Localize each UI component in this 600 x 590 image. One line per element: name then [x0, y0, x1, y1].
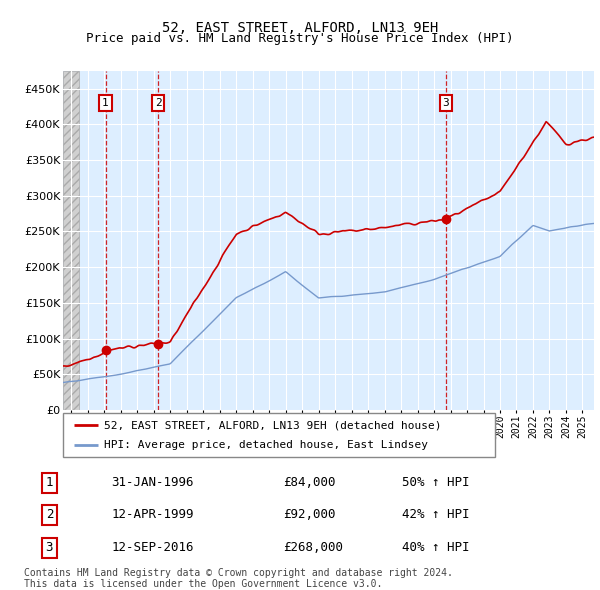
Text: 40% ↑ HPI: 40% ↑ HPI [402, 542, 469, 555]
FancyBboxPatch shape [63, 413, 495, 457]
Text: 3: 3 [46, 542, 53, 555]
Text: HPI: Average price, detached house, East Lindsey: HPI: Average price, detached house, East… [104, 440, 428, 450]
Text: 42% ↑ HPI: 42% ↑ HPI [402, 508, 469, 521]
Text: £268,000: £268,000 [283, 542, 343, 555]
Text: 2: 2 [155, 98, 161, 108]
Text: 52, EAST STREET, ALFORD, LN13 9EH: 52, EAST STREET, ALFORD, LN13 9EH [162, 21, 438, 35]
Text: £92,000: £92,000 [283, 508, 336, 521]
Text: 12-APR-1999: 12-APR-1999 [112, 508, 194, 521]
Text: 50% ↑ HPI: 50% ↑ HPI [402, 476, 469, 489]
Text: 1: 1 [102, 98, 109, 108]
Text: 1: 1 [46, 476, 53, 489]
Text: £84,000: £84,000 [283, 476, 336, 489]
Text: 52, EAST STREET, ALFORD, LN13 9EH (detached house): 52, EAST STREET, ALFORD, LN13 9EH (detac… [104, 421, 442, 430]
Text: 31-JAN-1996: 31-JAN-1996 [112, 476, 194, 489]
Text: 2: 2 [46, 508, 53, 521]
Text: 12-SEP-2016: 12-SEP-2016 [112, 542, 194, 555]
Text: Price paid vs. HM Land Registry's House Price Index (HPI): Price paid vs. HM Land Registry's House … [86, 32, 514, 45]
Bar [63, 71, 79, 410]
Text: Contains HM Land Registry data © Crown copyright and database right 2024.
This d: Contains HM Land Registry data © Crown c… [24, 568, 453, 589]
Text: 3: 3 [442, 98, 449, 108]
